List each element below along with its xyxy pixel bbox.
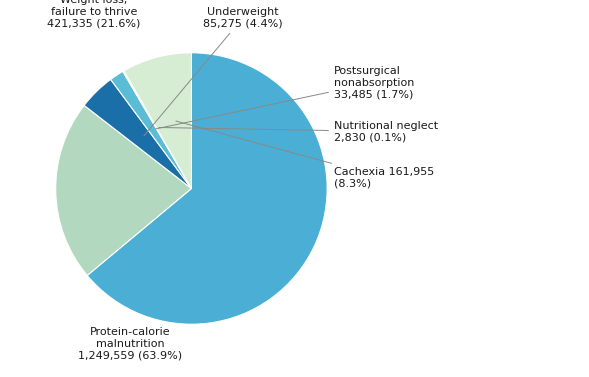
Text: Postsurgical
nonabsorption
33,485 (1.7%): Postsurgical nonabsorption 33,485 (1.7%) [155,66,414,129]
Wedge shape [87,53,327,324]
Text: Weight loss,
failure to thrive
421,335 (21.6%): Weight loss, failure to thrive 421,335 (… [47,0,140,28]
Text: Protein-calorie
malnutrition
1,249,559 (63.9%): Protein-calorie malnutrition 1,249,559 (… [78,327,183,360]
Wedge shape [84,80,191,188]
Text: Cachexia 161,955
(8.3%): Cachexia 161,955 (8.3%) [176,121,434,188]
Wedge shape [56,105,191,276]
Wedge shape [123,71,191,188]
Wedge shape [111,71,191,188]
Wedge shape [124,53,191,188]
Text: Nutritional neglect
2,830 (0.1%): Nutritional neglect 2,830 (0.1%) [159,121,438,142]
Text: Underweight
85,275 (4.4%): Underweight 85,275 (4.4%) [144,7,283,136]
